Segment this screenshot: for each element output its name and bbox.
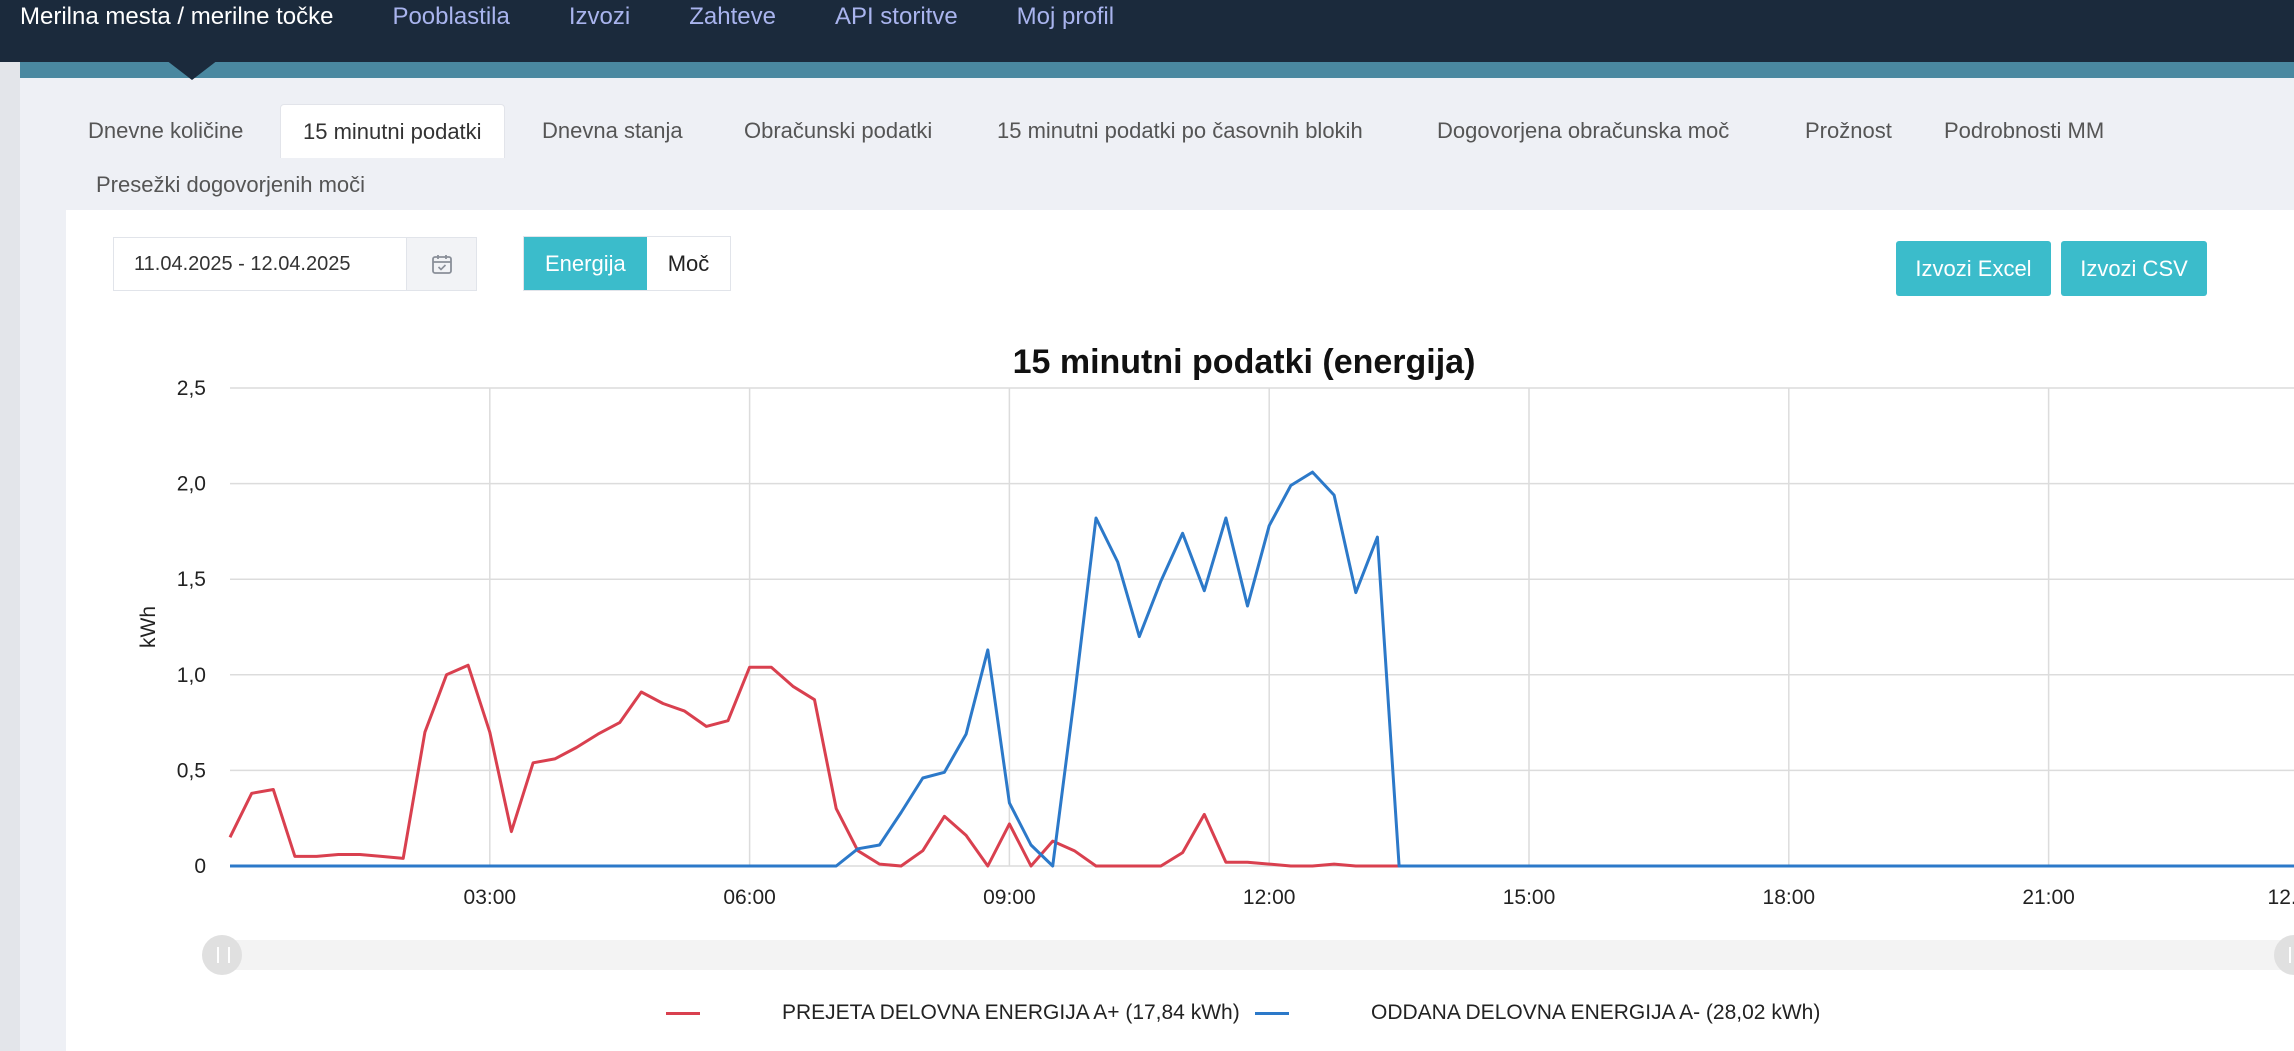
nav-item-moj-profil[interactable]: Moj profil: [1016, 3, 1115, 30]
nav-item-izvozi[interactable]: Izvozi: [568, 3, 631, 30]
chart-grid: [230, 387, 2294, 867]
mode-toggle: Energija Moč: [523, 236, 732, 291]
tab-dogovorjena-obracunska-moc[interactable]: Dogovorjena obračunska moč: [1437, 118, 1730, 143]
chart-axis-labels: 0 0,5 1,0 1,5 2,0 2,5 03:00 06:00 09:00 12:00 15:0…: [137, 377, 2294, 909]
x-tick-label: 09:00: [983, 886, 1036, 909]
tab-presezki-dogovorjenih-moci[interactable]: Presežki dogovorjenih moči: [96, 172, 366, 197]
export-excel-button[interactable]: Izvozi Excel: [1896, 241, 2051, 296]
series-line-a-plus: [228, 663, 1400, 868]
range-slider-left-handle[interactable]: [202, 935, 242, 975]
y-tick-label: 2,5: [177, 377, 206, 400]
range-slider-track[interactable]: [205, 940, 2294, 970]
legend-swatch-a-minus: [1255, 1011, 1289, 1015]
x-tick-label: 12. 04. 2: [2268, 886, 2294, 909]
chart-title: 15 minutni podatki (energija): [1012, 343, 1476, 381]
nav-item-merilna-mesta[interactable]: Merilna mesta / merilne točke: [20, 3, 334, 30]
tab-15-minutni-po-blokih[interactable]: 15 minutni podatki po časovnih blokih: [997, 118, 1363, 143]
export-csv-button[interactable]: Izvozi CSV: [2061, 241, 2207, 296]
x-tick-label: 12:00: [1243, 886, 1296, 909]
x-tick-label: 03:00: [464, 886, 517, 909]
tab-dnevna-stanja[interactable]: Dnevna stanja: [542, 118, 683, 143]
tab-dnevne-kolicine[interactable]: Dnevne količine: [88, 118, 244, 143]
content-panel: [66, 210, 2294, 1051]
mode-moc-button[interactable]: Moč: [646, 237, 731, 290]
x-tick-label: 21:00: [2022, 886, 2075, 909]
x-tick-label: 18:00: [1763, 886, 1816, 909]
x-tick-label: 06:00: [723, 886, 776, 909]
legend-label-a-minus: ODDANA DELOVNA ENERGIJA A- (28,02 kWh): [1371, 1001, 1821, 1024]
top-bar-accent-strip: [20, 62, 2294, 78]
nav-item-zahteve[interactable]: Zahteve: [689, 3, 776, 30]
legend-item-a-plus[interactable]: PREJETA DELOVNA ENERGIJA A+ (17,84 kWh): [666, 998, 1240, 1028]
series-line-a-minus: [230, 470, 2294, 868]
y-tick-label: 2,0: [177, 473, 206, 496]
legend-item-a-minus[interactable]: ODDANA DELOVNA ENERGIJA A- (28,02 kWh): [1255, 998, 1820, 1028]
legend-swatch-a-plus: [666, 1011, 700, 1015]
calendar-icon[interactable]: [406, 238, 476, 290]
tab-proznost[interactable]: Prožnost: [1805, 118, 1892, 143]
date-range-picker[interactable]: 11.04.2025 - 12.04.2025: [113, 237, 477, 291]
y-axis-label: kWh: [137, 606, 160, 648]
chart-series: [228, 470, 2294, 868]
left-edge-strip: [0, 62, 20, 1051]
y-tick-label: 1,5: [177, 568, 206, 591]
legend-label-a-plus: PREJETA DELOVNA ENERGIJA A+ (17,84 kWh): [782, 1001, 1240, 1024]
x-tick-label: 15:00: [1503, 886, 1556, 909]
nav-item-api-storitve[interactable]: API storitve: [834, 3, 958, 30]
range-slider-right-handle[interactable]: [2274, 935, 2294, 975]
tab-podrobnosti-mm[interactable]: Podrobnosti MM: [1944, 118, 2105, 143]
y-tick-label: 0: [194, 855, 206, 878]
tab-15-minutni-podatki[interactable]: 15 minutni podatki: [280, 104, 505, 158]
active-nav-indicator: [166, 60, 218, 80]
main-nav: Merilna mesta / merilne točke Pooblastil…: [20, 0, 1173, 34]
y-tick-label: 1,0: [177, 664, 206, 687]
top-navigation-bar: [0, 0, 2294, 78]
y-tick-label: 0,5: [177, 759, 206, 782]
tab-obracunski-podatki[interactable]: Obračunski podatki: [744, 118, 933, 143]
mode-energija-button[interactable]: Energija: [524, 237, 647, 290]
nav-item-pooblastila[interactable]: Pooblastila: [392, 3, 510, 30]
date-range-value[interactable]: 11.04.2025 - 12.04.2025: [134, 252, 351, 275]
